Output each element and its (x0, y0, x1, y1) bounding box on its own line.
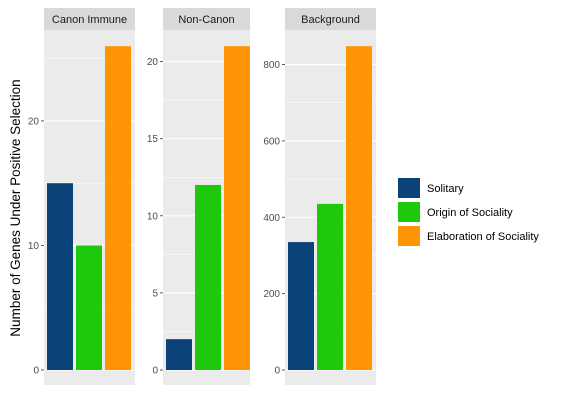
facet-strip (285, 8, 376, 30)
facet-panel: Canon Immune 0 10 20 (28, 8, 135, 385)
legend-label: Elaboration of Sociality (427, 231, 539, 243)
y-tick-label: 15 (147, 134, 159, 145)
y-tick-label: 400 (263, 213, 280, 224)
legend-key (398, 178, 420, 198)
y-tick-label: 10 (28, 241, 40, 252)
y-tick-label: 20 (147, 57, 159, 68)
legend-key (398, 226, 420, 246)
facet-panels: Canon Immune 0 10 20 Non-Canon 0 5 10 15 20 Backgr… (28, 8, 376, 385)
legend-item: Solitary (398, 178, 464, 198)
facet-panel: Non-Canon 0 5 10 15 20 (147, 8, 250, 385)
bar (105, 46, 131, 370)
bar (224, 46, 250, 370)
y-tick-label: 0 (274, 366, 280, 377)
facet-title: Background (301, 14, 360, 26)
bar (76, 245, 102, 370)
y-tick-label: 200 (263, 289, 280, 300)
bar (317, 203, 343, 370)
y-tick-label: 800 (263, 60, 280, 71)
legend-item: Elaboration of Sociality (398, 226, 539, 246)
legend-key (398, 202, 420, 222)
bar (195, 184, 221, 370)
y-tick-label: 5 (152, 288, 158, 299)
facet-title: Canon Immune (52, 14, 127, 26)
legend-label: Solitary (427, 183, 464, 195)
y-axis-title: Number of Genes Under Positive Selection (8, 79, 23, 336)
y-tick-label: 0 (152, 366, 158, 377)
legend-label: Origin of Sociality (427, 207, 513, 219)
facet-strip (163, 8, 250, 30)
legend-item: Origin of Sociality (398, 202, 513, 222)
facet-title: Non-Canon (178, 14, 234, 26)
bar (346, 46, 372, 370)
facet-strip (44, 8, 135, 30)
y-tick-label: 600 (263, 136, 280, 147)
y-tick-label: 10 (147, 211, 159, 222)
bar (47, 183, 73, 370)
bar (166, 339, 192, 370)
y-tick-label: 0 (33, 366, 39, 377)
facet-panel: Background 0 200 400 600 800 (263, 8, 376, 385)
y-axis-title-group: Number of Genes Under Positive Selection (8, 79, 23, 336)
bar (288, 242, 314, 370)
legend: Solitary Origin of Sociality Elaboration o… (398, 178, 539, 246)
y-tick-label: 20 (28, 116, 40, 127)
